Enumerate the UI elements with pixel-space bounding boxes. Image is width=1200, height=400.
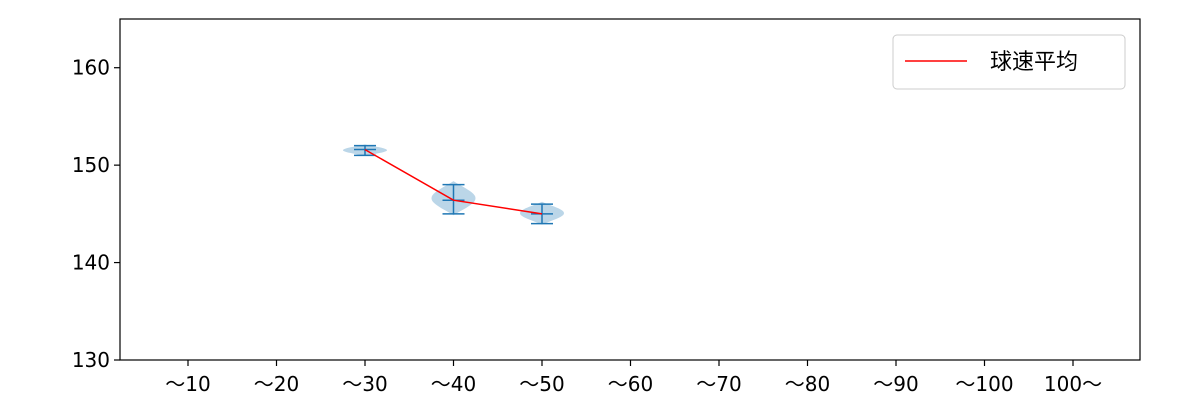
y-axis: 130 140 150 160	[72, 56, 120, 372]
x-axis: ～10 ～20 ～30 ～40 ～50 ～60 ～70 ～80 ～90 ～100 100～	[165, 360, 1102, 396]
x-tick-label: ～90	[873, 372, 918, 396]
x-tick-label: ～60	[608, 372, 653, 396]
x-tick-label: ～50	[519, 372, 564, 396]
mean-speed-line	[364, 148, 543, 215]
x-tick-label: ～20	[254, 372, 299, 396]
legend-label: 球速平均	[990, 50, 1078, 75]
x-tick-label: ～80	[785, 372, 830, 396]
x-tick-label: ～70	[696, 372, 741, 396]
y-tick-label: 130	[72, 348, 110, 372]
x-tick-label: ～30	[342, 372, 387, 396]
y-tick-label: 140	[72, 251, 110, 275]
y-tick-label: 150	[72, 153, 110, 177]
x-tick-label: 100～	[1044, 372, 1102, 396]
y-tick-label: 160	[72, 56, 110, 80]
mean-line-group	[364, 148, 543, 215]
x-tick-label: ～100	[955, 372, 1013, 396]
legend-box	[892, 34, 1126, 90]
legend: 球速平均	[892, 34, 1126, 90]
x-tick-label: ～10	[165, 372, 210, 396]
x-tick-label: ～40	[431, 372, 476, 396]
